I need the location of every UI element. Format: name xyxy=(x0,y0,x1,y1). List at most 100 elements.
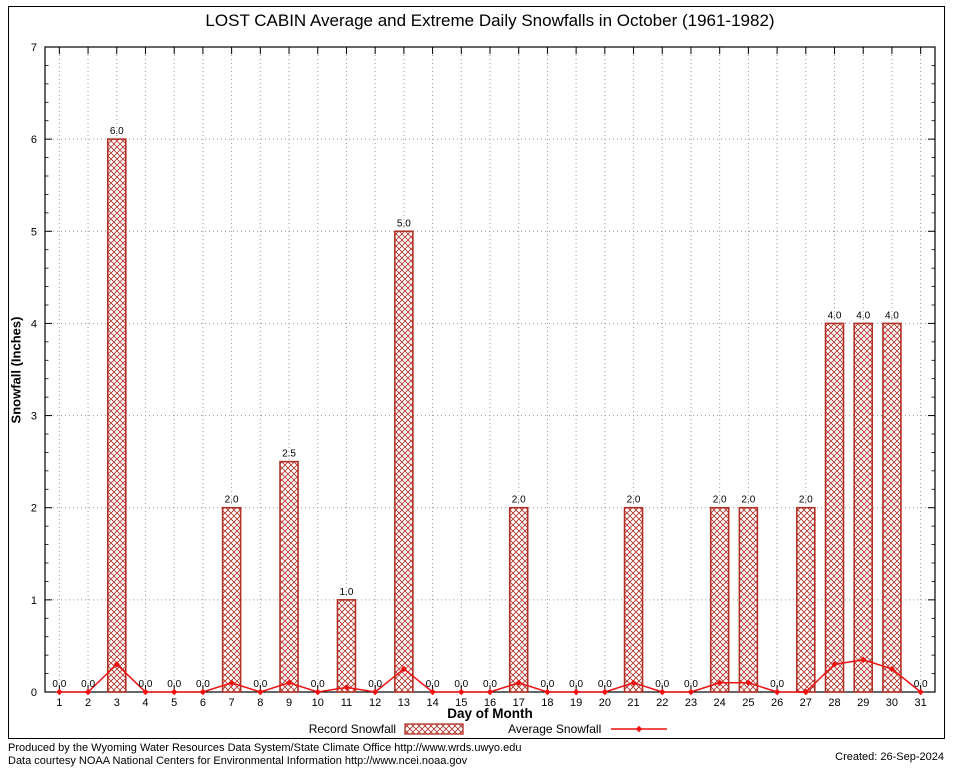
record-bar xyxy=(796,506,816,693)
bar-value-label: 0.0 xyxy=(139,679,153,690)
x-tick-label: 20 xyxy=(599,697,611,709)
bar-value-label: 0.0 xyxy=(81,679,95,690)
average-point xyxy=(56,688,63,696)
y-tick-label: 1 xyxy=(31,595,37,607)
x-tick-label: 6 xyxy=(200,697,206,709)
bar-value-label: 2.0 xyxy=(627,495,641,506)
chart-outer-frame xyxy=(8,6,945,739)
bar-value-label: 0.0 xyxy=(311,679,325,690)
bar-value-label: 0.0 xyxy=(483,679,497,690)
x-tick-label: 8 xyxy=(257,697,263,709)
record-bar xyxy=(882,322,902,693)
footer-created-date: Created: 26-Sep-2024 xyxy=(835,751,944,763)
average-point xyxy=(343,684,350,691)
bar-value-label: 0.0 xyxy=(569,679,583,690)
x-tick-label: 9 xyxy=(286,697,292,709)
x-tick-label: 7 xyxy=(229,697,235,709)
bar-value-label: 0.0 xyxy=(253,679,267,690)
x-tick-label: 16 xyxy=(484,697,496,709)
x-tick-label: 18 xyxy=(541,697,553,709)
average-point xyxy=(917,688,924,696)
record-bar xyxy=(279,460,299,693)
bar-value-label: 2.0 xyxy=(225,495,239,506)
chart-title: LOST CABIN Average and Extreme Daily Sno… xyxy=(205,11,775,30)
x-tick-label: 26 xyxy=(771,697,783,709)
x-tick-label: 24 xyxy=(714,697,726,709)
bar-value-label: 1.0 xyxy=(339,587,353,598)
y-tick-label: 2 xyxy=(31,503,37,515)
x-tick-label: 2 xyxy=(85,697,91,709)
average-point xyxy=(228,679,235,686)
record-bar xyxy=(853,322,874,693)
footer-data-courtesy-text: Data courtesy NOAA National Centers for … xyxy=(8,755,468,767)
x-tick-label: 17 xyxy=(513,697,525,709)
bar-value-label: 4.0 xyxy=(828,310,842,321)
x-tick-label: 1 xyxy=(56,697,62,709)
average-point xyxy=(773,688,781,696)
footer-producer-text: Produced by the Wyoming Water Resources … xyxy=(8,742,522,754)
record-bar xyxy=(221,506,242,693)
record-bar xyxy=(106,138,127,693)
bar-value-label: 2.0 xyxy=(741,495,755,506)
bar-value-label: 5.0 xyxy=(397,218,411,229)
bar-value-label: 2.5 xyxy=(282,449,296,460)
x-tick-label: 30 xyxy=(886,697,898,709)
x-tick-label: 23 xyxy=(685,697,697,709)
average-point xyxy=(572,688,580,696)
x-tick-label: 4 xyxy=(142,697,148,709)
record-bar xyxy=(738,506,759,693)
x-tick-label: 5 xyxy=(171,697,177,709)
average-point xyxy=(659,688,666,696)
record-bar xyxy=(508,506,529,693)
bar-value-label: 0.0 xyxy=(655,679,669,690)
y-tick-label: 3 xyxy=(31,411,37,423)
bar-value-label: 0.0 xyxy=(770,679,784,690)
bar-value-label: 0.0 xyxy=(454,679,468,690)
x-tick-label: 12 xyxy=(369,697,381,709)
average-point xyxy=(142,688,149,696)
average-point xyxy=(84,688,92,696)
average-point xyxy=(716,679,723,686)
bar-value-label: 0.0 xyxy=(684,679,698,690)
x-tick-label: 25 xyxy=(742,697,754,709)
x-tick-label: 14 xyxy=(426,697,438,709)
average-point xyxy=(257,688,264,696)
x-tick-label: 19 xyxy=(570,697,582,709)
x-tick-label: 27 xyxy=(800,697,812,709)
average-point xyxy=(113,661,120,668)
x-axis-title: Day of Month xyxy=(447,706,533,721)
legend-label-average: Average Snowfall xyxy=(508,722,602,736)
x-tick-label: 3 xyxy=(114,697,120,709)
record-bar xyxy=(709,506,730,693)
record-bar xyxy=(394,230,414,693)
bar-value-label: 0.0 xyxy=(167,679,181,690)
average-point xyxy=(860,656,867,663)
y-tick-label: 0 xyxy=(31,687,37,699)
average-point xyxy=(745,679,752,686)
bar-value-label: 0.0 xyxy=(598,679,612,690)
bar-value-label: 2.0 xyxy=(713,495,727,506)
x-tick-label: 21 xyxy=(627,697,639,709)
average-point xyxy=(429,688,436,696)
x-tick-label: 22 xyxy=(656,697,668,709)
x-tick-label: 13 xyxy=(398,697,410,709)
bar-value-label: 6.0 xyxy=(110,126,124,137)
x-tick-label: 29 xyxy=(857,697,869,709)
average-point xyxy=(802,688,810,696)
x-tick-label: 10 xyxy=(312,697,324,709)
average-point xyxy=(630,679,637,686)
average-point xyxy=(544,688,551,696)
y-tick-label: 4 xyxy=(31,318,37,330)
record-bar xyxy=(623,506,644,693)
average-point xyxy=(515,679,522,686)
average-point xyxy=(687,688,695,696)
record-bar xyxy=(336,599,357,693)
bar-value-label: 0.0 xyxy=(426,679,440,690)
x-tick-label: 31 xyxy=(915,697,927,709)
x-tick-label: 15 xyxy=(455,697,467,709)
y-tick-label: 6 xyxy=(31,134,37,146)
bar-value-label: 4.0 xyxy=(856,310,870,321)
legend: Record Snowfall Average Snowfall xyxy=(45,722,935,736)
